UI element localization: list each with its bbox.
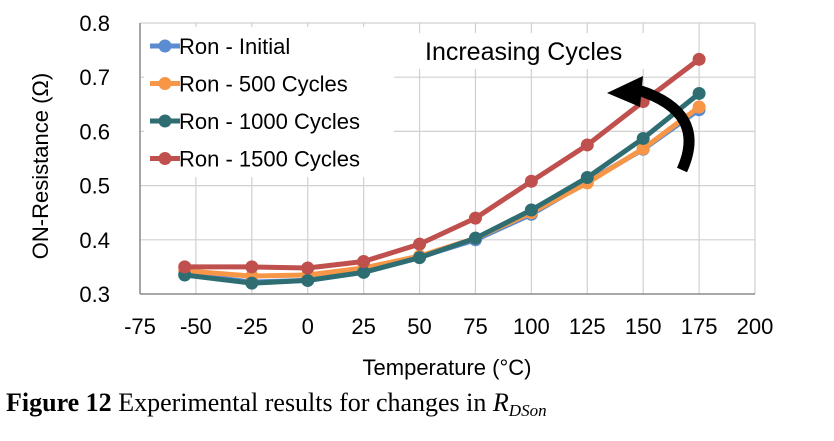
legend-swatch-marker: [159, 77, 172, 90]
figure-caption: Figure 12 Experimental results for chang…: [6, 388, 826, 434]
data-point: [693, 87, 706, 100]
data-point: [245, 260, 258, 273]
legend-swatch-marker: [159, 152, 172, 165]
data-point: [693, 101, 706, 114]
legend-label: Ron - 1500 Cycles: [179, 147, 360, 172]
chart: 0.3 0.4 0.5 0.6 0.7 0.8 -75 -50 -25 0 25 50 75 100 125…: [0, 0, 834, 390]
y-tick-label: 0.8: [79, 11, 110, 36]
data-point: [178, 260, 191, 273]
x-tick-label: 200: [737, 314, 774, 339]
y-axis-title: ON-Resistance (Ω): [28, 73, 53, 259]
caption-text: Experimental results for changes in: [112, 388, 493, 417]
legend-swatch-marker: [159, 115, 172, 128]
y-tick-label: 0.7: [79, 65, 110, 90]
data-point: [357, 255, 370, 268]
legend-label: Ron - 500 Cycles: [179, 72, 348, 97]
data-point: [301, 261, 314, 274]
caption-subscript: DSon: [509, 401, 547, 420]
data-point: [413, 251, 426, 264]
x-tick-label: -75: [124, 314, 156, 339]
legend-swatch-marker: [159, 40, 172, 53]
data-point: [525, 203, 538, 216]
data-point: [301, 274, 314, 287]
x-tick-label: 25: [351, 314, 375, 339]
data-point: [637, 132, 650, 145]
annotation-text: Increasing Cycles: [425, 38, 622, 66]
data-point: [581, 138, 594, 151]
legend-label: Ron - Initial: [179, 34, 290, 59]
legend-label: Ron - 1000 Cycles: [179, 109, 360, 134]
data-point: [469, 212, 482, 225]
caption-symbol: R: [493, 388, 509, 417]
data-point: [581, 171, 594, 184]
data-point: [245, 277, 258, 290]
arrowhead-icon: [607, 76, 643, 107]
data-point: [413, 238, 426, 251]
y-tick-label: 0.6: [79, 119, 110, 144]
data-point: [693, 53, 706, 66]
x-tick-label: 150: [625, 314, 662, 339]
data-point: [469, 232, 482, 245]
x-tick-label: -25: [236, 314, 268, 339]
figure-label: Figure 12: [6, 388, 112, 417]
x-tick-label: 100: [513, 314, 550, 339]
x-tick-label: 175: [681, 314, 718, 339]
x-tick-label: 0: [302, 314, 314, 339]
x-tick-label: 50: [407, 314, 431, 339]
y-tick-label: 0.3: [79, 282, 110, 307]
x-axis-title: Temperature (°C): [363, 355, 532, 380]
y-tick-label: 0.5: [79, 174, 110, 199]
x-tick-label: -50: [180, 314, 212, 339]
data-point: [525, 175, 538, 188]
legend: Ron - Initial Ron - 500 Cycles Ron - 1000 …: [144, 27, 394, 177]
x-tick-label: 75: [463, 314, 487, 339]
y-tick-label: 0.4: [79, 228, 110, 253]
x-tick-label: 125: [569, 314, 606, 339]
